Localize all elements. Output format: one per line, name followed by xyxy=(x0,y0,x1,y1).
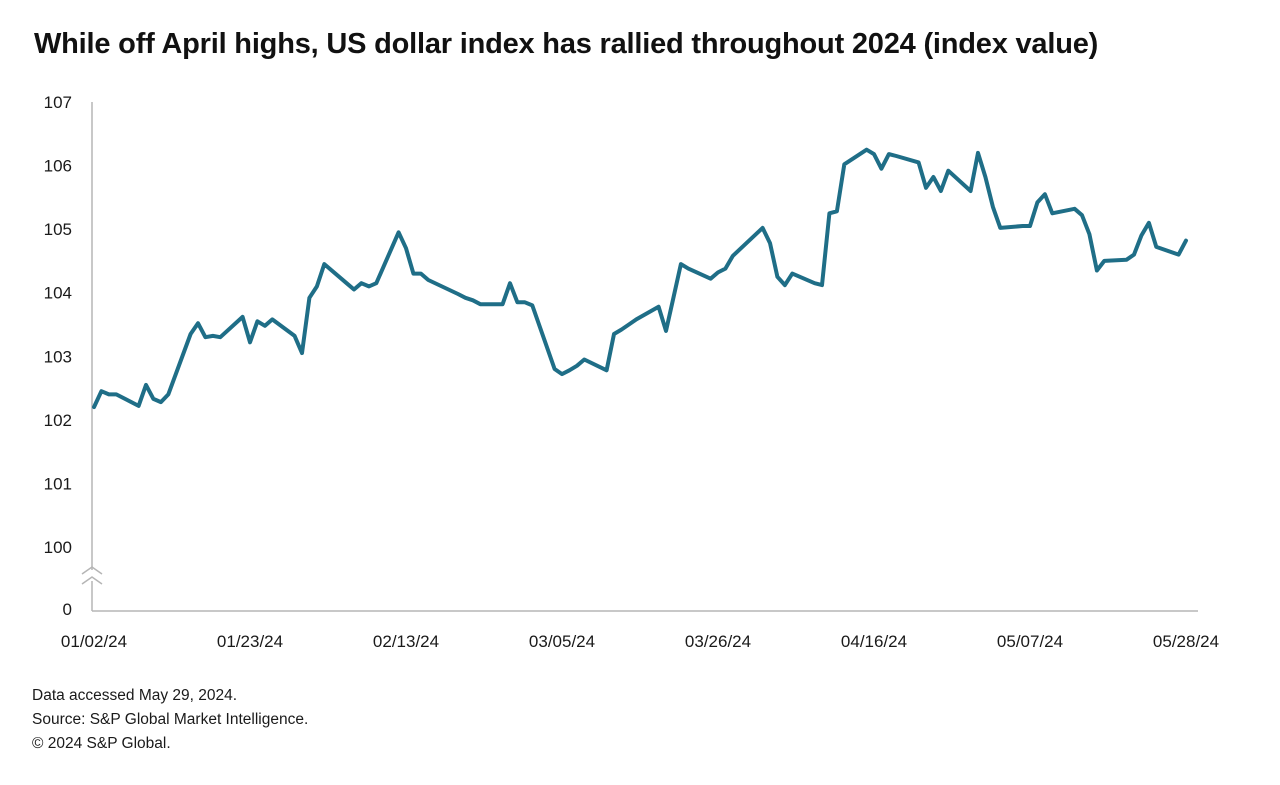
x-tick-label: 01/23/24 xyxy=(217,632,283,651)
y-tick-label: 101 xyxy=(44,474,72,493)
chart-footnotes: Data accessed May 29, 2024. Source: S&P … xyxy=(32,684,308,756)
y-tick-label: 104 xyxy=(44,284,72,303)
x-tick-label: 02/13/24 xyxy=(373,632,439,651)
y-tick-label: 0 xyxy=(63,600,72,619)
x-tick-label: 05/07/24 xyxy=(997,632,1063,651)
y-tick-label: 103 xyxy=(44,347,72,366)
x-tick-label: 03/05/24 xyxy=(529,632,595,651)
footnote-source: Source: S&P Global Market Intelligence. xyxy=(32,711,309,728)
y-tick-label: 106 xyxy=(44,157,72,176)
y-axis-tick-labels: 107 106 105 104 103 102 101 100 0 xyxy=(44,93,72,619)
line-chart: 107 106 105 104 103 102 101 100 0 01/02/24 01/23/… xyxy=(44,93,1219,651)
x-tick-label: 01/02/24 xyxy=(61,632,127,651)
x-tick-label: 03/26/24 xyxy=(685,632,751,651)
axis-break-mark xyxy=(81,566,103,585)
x-axis-tick-labels: 01/02/24 01/23/24 02/13/24 03/05/24 03/26/24… xyxy=(61,632,1219,651)
chart-title: While off April highs, US dollar index h… xyxy=(34,28,1099,60)
y-axis-break-icon xyxy=(81,566,103,585)
series-line-dollar-index xyxy=(92,147,1188,410)
x-tick-label: 05/28/24 xyxy=(1153,632,1219,651)
y-tick-label: 105 xyxy=(44,220,72,239)
y-tick-label: 107 xyxy=(44,93,72,112)
y-tick-label: 102 xyxy=(44,411,72,430)
footnote-data-accessed: Data accessed May 29, 2024. xyxy=(32,687,238,704)
y-tick-label: 100 xyxy=(44,538,72,557)
footnote-copyright: © 2024 S&P Global. xyxy=(32,735,171,752)
x-tick-label: 04/16/24 xyxy=(841,632,907,651)
axis-break-gap xyxy=(86,570,98,581)
